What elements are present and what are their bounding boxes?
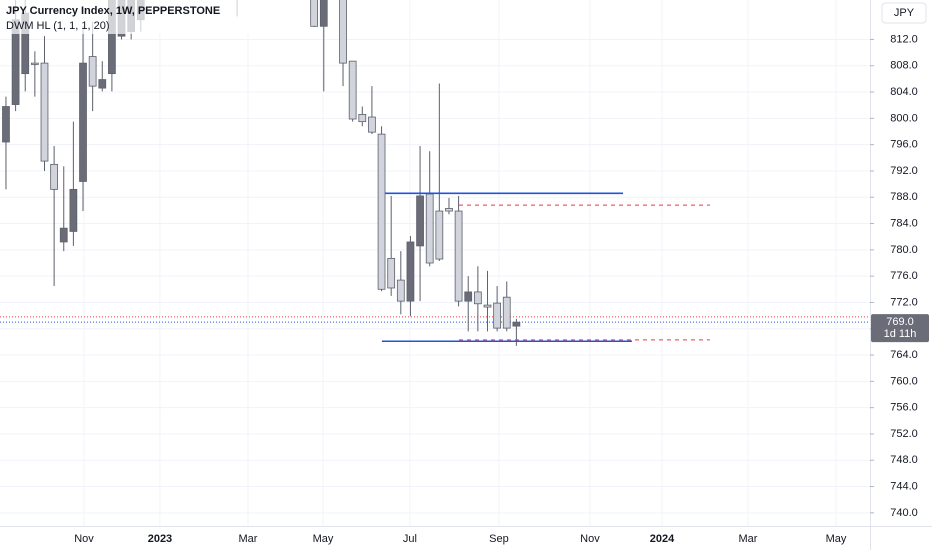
x-tick-label: Nov bbox=[580, 533, 600, 545]
candle-body bbox=[79, 62, 87, 182]
y-tick-label: 788.0 bbox=[890, 191, 918, 203]
candle-body bbox=[348, 60, 357, 120]
y-tick-label: 752.0 bbox=[890, 428, 918, 440]
last-price-box bbox=[871, 314, 929, 343]
x-tick-label: Mar bbox=[739, 533, 758, 545]
candle-body bbox=[512, 321, 521, 327]
candle-body bbox=[493, 302, 501, 329]
y-tick-label: 812.0 bbox=[890, 33, 918, 45]
x-tick-label: Nov bbox=[74, 533, 94, 545]
candle-body bbox=[454, 210, 463, 302]
y-tick-label: 808.0 bbox=[890, 60, 918, 72]
x-tick-label: Mar bbox=[239, 533, 258, 545]
x-tick-label: May bbox=[826, 533, 847, 545]
last-price-label: 769.0 bbox=[886, 316, 914, 328]
candle-body bbox=[339, 0, 347, 64]
candle-body bbox=[483, 304, 492, 308]
y-tick-label: 760.0 bbox=[890, 375, 918, 387]
candle-body bbox=[387, 257, 396, 289]
x-tick-label: Sep bbox=[489, 533, 509, 545]
candle-body bbox=[502, 296, 511, 329]
candle-body bbox=[406, 241, 415, 302]
candle-body bbox=[108, 0, 116, 75]
candle-body bbox=[69, 188, 78, 232]
y-tick-label: 772.0 bbox=[890, 296, 918, 308]
x-tick-label: 2023 bbox=[148, 533, 172, 545]
candle-body bbox=[310, 0, 319, 27]
candle-body bbox=[377, 133, 386, 290]
candle-body bbox=[2, 106, 10, 143]
symbol-button[interactable] bbox=[881, 2, 927, 24]
candle-body bbox=[464, 291, 473, 302]
countdown-label: 1d 11h bbox=[884, 328, 917, 340]
y-tick-label: 740.0 bbox=[890, 507, 918, 519]
candle-body bbox=[425, 193, 434, 264]
candle-body bbox=[368, 116, 376, 133]
legend-backdrop bbox=[0, 0, 250, 34]
y-tick-label: 804.0 bbox=[890, 86, 918, 98]
candle-body bbox=[416, 195, 424, 247]
x-tick-label: Jul bbox=[403, 533, 417, 545]
y-tick-label: 800.0 bbox=[890, 112, 918, 124]
y-tick-label: 756.0 bbox=[890, 402, 918, 414]
candle-body bbox=[319, 0, 328, 27]
chart-title: JPY Currency Index, 1W, PEPPERSTONE bbox=[6, 5, 220, 17]
y-tick-label: 792.0 bbox=[890, 165, 918, 177]
symbol-button-label[interactable]: JPY bbox=[894, 7, 915, 19]
candle-body bbox=[445, 208, 453, 212]
y-tick-label: 744.0 bbox=[890, 480, 918, 492]
candle-body bbox=[473, 291, 482, 305]
candle-body bbox=[358, 114, 367, 123]
y-tick-label: 784.0 bbox=[890, 217, 918, 229]
candle-body bbox=[30, 62, 39, 65]
y-tick-label: 796.0 bbox=[890, 139, 918, 151]
candle-body bbox=[98, 79, 107, 89]
x-tick-label: 2024 bbox=[650, 533, 675, 545]
candle-body bbox=[50, 163, 58, 190]
y-tick-label: 780.0 bbox=[890, 244, 918, 256]
y-tick-label: 776.0 bbox=[890, 270, 918, 282]
x-tick-label: May bbox=[313, 533, 334, 545]
indicator-label: DWM HL (1, 1, 1, 20) bbox=[6, 20, 110, 32]
candle-body bbox=[59, 227, 68, 243]
candle-body bbox=[435, 210, 444, 260]
y-tick-label: 748.0 bbox=[890, 454, 918, 466]
y-tick-label: 764.0 bbox=[890, 349, 918, 361]
candle-body bbox=[88, 56, 97, 87]
candle-body bbox=[396, 279, 405, 302]
candle-body bbox=[40, 62, 49, 162]
